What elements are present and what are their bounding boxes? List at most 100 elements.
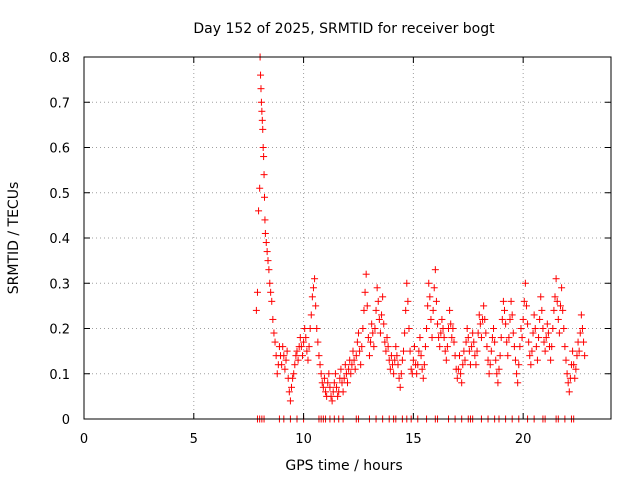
data-point (491, 338, 499, 346)
data-point (262, 239, 270, 247)
x-axis-title: GPS time / hours (285, 458, 402, 474)
data-point (282, 356, 290, 364)
data-point (369, 329, 377, 337)
y-axis-title: SRMTID / TECUs (6, 182, 22, 295)
data-point (416, 334, 424, 342)
data-point (351, 365, 359, 373)
data-point (499, 297, 507, 305)
data-point (474, 329, 482, 337)
data-point (519, 315, 527, 323)
data-point (494, 379, 502, 387)
data-point (322, 388, 330, 396)
data-point (261, 229, 269, 237)
data-point (291, 361, 299, 369)
data-point (485, 370, 493, 378)
data-point (432, 297, 440, 305)
data-point (263, 248, 271, 256)
data-point (448, 334, 456, 342)
x-tick-label: 20 (515, 432, 532, 447)
x-tick-label: 5 (190, 432, 198, 447)
data-point (518, 334, 526, 342)
data-point (328, 397, 336, 405)
data-point (382, 347, 390, 355)
data-point (374, 297, 382, 305)
data-point (561, 343, 569, 351)
data-point (260, 171, 268, 179)
data-point (293, 347, 301, 355)
data-point (506, 315, 514, 323)
data-point (457, 370, 465, 378)
data-point (454, 365, 462, 373)
data-point (440, 334, 448, 342)
data-point (418, 365, 426, 373)
data-point (269, 315, 277, 323)
data-point (253, 288, 261, 296)
data-point (459, 361, 467, 369)
data-point (449, 325, 457, 332)
data-point (536, 315, 544, 323)
data-point (428, 334, 436, 342)
data-point (341, 361, 349, 369)
data-point (261, 216, 269, 224)
data-point (409, 356, 417, 364)
data-point (531, 325, 539, 332)
data-point (509, 329, 517, 337)
data-point (363, 302, 371, 310)
data-point (320, 374, 328, 382)
data-point (391, 356, 399, 364)
data-point (472, 361, 480, 369)
data-point (327, 392, 335, 400)
data-point (390, 370, 398, 378)
data-point (379, 293, 387, 301)
data-point (396, 383, 404, 391)
data-point (257, 85, 265, 93)
data-point (552, 275, 560, 283)
data-point (511, 356, 519, 364)
data-point (337, 365, 345, 373)
data-point (578, 325, 586, 332)
data-point (309, 284, 317, 292)
x-tick-label: 0 (80, 432, 88, 447)
data-point (259, 144, 267, 151)
data-point (503, 338, 511, 346)
data-point (273, 370, 281, 378)
data-point (373, 284, 381, 292)
data-point (560, 325, 568, 332)
data-point (516, 343, 524, 351)
data-point (305, 343, 313, 351)
data-point (403, 279, 411, 287)
data-point (437, 329, 445, 337)
data-point (312, 302, 320, 310)
data-point (402, 306, 410, 314)
data-point (537, 293, 545, 301)
data-point (289, 374, 297, 382)
data-point (333, 383, 341, 391)
data-point (266, 279, 274, 287)
data-point (551, 293, 559, 301)
data-point (362, 270, 370, 278)
data-point (498, 315, 506, 323)
data-point (483, 343, 491, 351)
data-point (300, 338, 308, 346)
data-point (495, 365, 503, 373)
data-point (430, 284, 438, 292)
data-point (258, 116, 266, 124)
data-point (535, 334, 543, 342)
data-point (539, 325, 547, 332)
data-point (423, 325, 431, 332)
data-point (354, 329, 362, 337)
y-tick-labels: 0 0.1 0.2 0.3 0.4 0.5 0.6 0.7 0.8 (49, 51, 70, 428)
data-point (480, 302, 488, 310)
data-point (461, 356, 469, 364)
data-point (280, 352, 288, 360)
data-point (283, 347, 291, 355)
data-point (481, 315, 489, 323)
data-point (555, 329, 563, 337)
data-point (392, 343, 400, 351)
data-point (484, 356, 492, 364)
data-point (401, 329, 409, 337)
data-point (475, 311, 483, 319)
data-point (434, 320, 442, 328)
data-point (256, 184, 264, 192)
data-point (520, 297, 528, 305)
